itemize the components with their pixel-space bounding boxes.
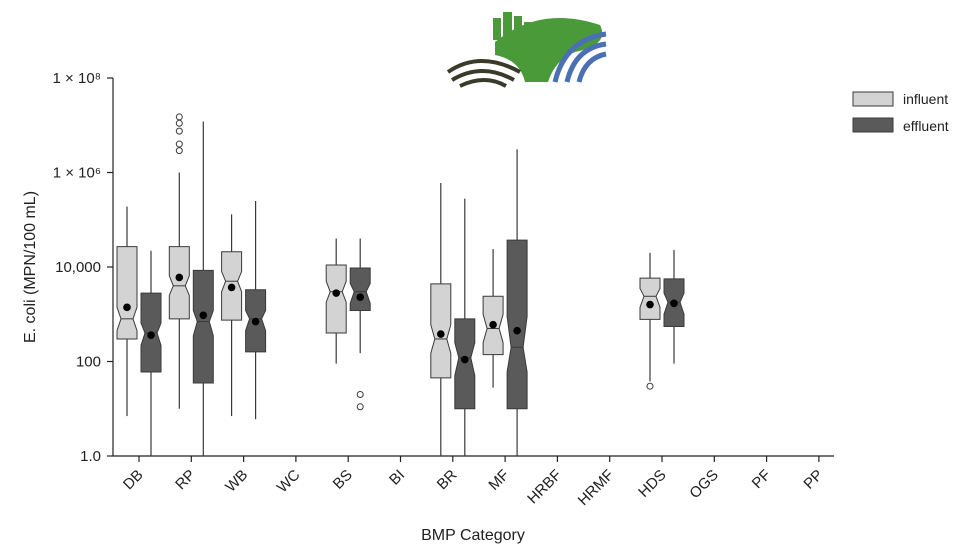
x-tick-label: BR [434,466,461,493]
logo-building-1 [493,18,501,40]
outlier-point [646,382,654,390]
mean-marker [356,293,365,301]
box-body [325,264,347,334]
logo-wave-blue-3 [576,51,607,83]
box-plots [116,113,685,456]
x-tick-label: OGS [686,466,722,502]
box-body [349,267,371,312]
outlier-point [356,391,364,399]
x-ticks: DB RP WB WC BS BI BR MF HRBF HRMF HDS OGS PF PP [120,456,827,509]
mean-marker [175,273,184,282]
box-influent-MF [482,249,504,388]
logo-building-2 [503,12,512,40]
box-effluent-WB [245,200,267,420]
y-ticks: 1.0 100 10,000 1 × 10⁶ 1 × 10⁸ [53,70,113,465]
box-effluent-RP [192,121,214,456]
outlier-point [175,127,183,135]
y-tick-label: 1 × 10⁸ [53,70,101,87]
logo-building-3 [514,16,522,40]
mean-marker [251,317,260,326]
outlier-point [175,119,183,127]
legend-swatch-influent [852,91,894,107]
logo-building-4 [524,22,531,40]
x-tick-label: HRMF [575,466,618,509]
box-body [454,318,476,410]
y-tick-label: 1.0 [80,448,101,465]
mean-marker [461,355,469,364]
mean-marker [199,311,208,320]
box-body [506,239,528,410]
x-tick-label: WB [222,466,251,495]
logo-wave-dark-3 [459,78,507,88]
x-tick-label: MF [485,466,512,493]
box-effluent-HDS [663,249,685,364]
x-tick-label: HRBF [524,466,565,507]
box-body [192,269,214,384]
box-influent-WB [221,214,243,417]
x-axis-title: BMP Category [421,527,525,544]
logo-wave-dark-2 [450,69,515,82]
mean-marker [489,320,497,329]
outlier-point [356,403,364,411]
logo-wave-blue-2 [564,41,607,83]
x-tick-label: PP [800,466,826,492]
x-tick-label: DB [120,466,147,493]
box-influent-HDS [639,252,661,390]
x-tick-label: BS [330,466,356,492]
mean-marker [437,330,445,338]
box-effluent-BR [454,198,476,456]
legend-label-effluent: effluent [903,118,949,134]
legend-label-influent: influent [903,91,948,107]
box-influent-RP [168,113,190,409]
logo-wave-blue-1 [552,31,607,83]
box-effluent-DB [140,250,162,456]
box-body [639,277,661,320]
box-influent-BR [430,182,452,456]
box-influent-DB [116,206,138,417]
mean-marker [227,283,236,292]
mean-marker [147,331,155,340]
x-tick-label: BI [386,466,408,488]
mean-marker [332,289,341,297]
mean-marker [123,303,131,312]
legend-swatch-effluent [852,117,894,133]
y-tick-label: 10,000 [55,259,101,276]
logo-wave-dark-1 [446,59,521,74]
outlier-point [175,113,183,121]
logo [446,12,607,88]
x-tick-label: PF [749,466,775,492]
mean-marker [670,299,678,308]
box-influent-BS [325,238,347,364]
box-effluent-BS [349,238,371,411]
box-effluent-MF [506,149,528,456]
x-tick-label: WC [274,466,304,496]
y-tick-label: 100 [76,354,101,371]
y-tick-label: 1 × 10⁶ [53,165,101,182]
y-axis-title: E. coli (MPN/100 mL) [22,191,39,343]
mean-marker [646,300,654,309]
outlier-point [175,140,183,148]
mean-marker [513,326,521,335]
box-body [116,246,138,340]
x-tick-label: HDS [635,466,669,500]
legend: influent effluent [852,91,949,134]
x-tick-label: RP [172,466,199,493]
box-body [168,246,190,320]
outlier-point [175,147,183,155]
